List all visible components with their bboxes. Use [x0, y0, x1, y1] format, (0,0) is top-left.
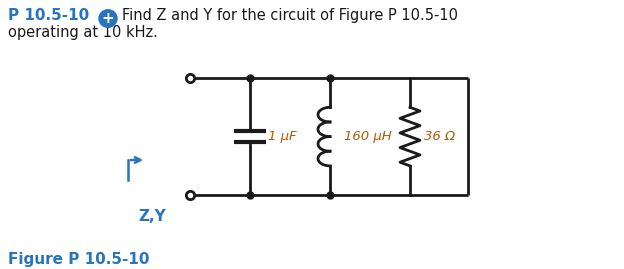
- Text: Z,Y: Z,Y: [138, 209, 166, 224]
- Text: operating at 10 kHz.: operating at 10 kHz.: [8, 25, 158, 40]
- Circle shape: [99, 10, 117, 27]
- Text: Figure P 10.5-10: Figure P 10.5-10: [8, 252, 150, 267]
- Text: 160 μH: 160 μH: [344, 130, 392, 143]
- Text: 36 Ω: 36 Ω: [424, 130, 455, 143]
- Text: 1 μF: 1 μF: [268, 130, 296, 143]
- Text: Find Z and Y for the circuit of Figure P 10.5-10: Find Z and Y for the circuit of Figure P…: [122, 8, 458, 23]
- Text: P 10.5-10: P 10.5-10: [8, 8, 89, 23]
- Text: +: +: [102, 11, 114, 26]
